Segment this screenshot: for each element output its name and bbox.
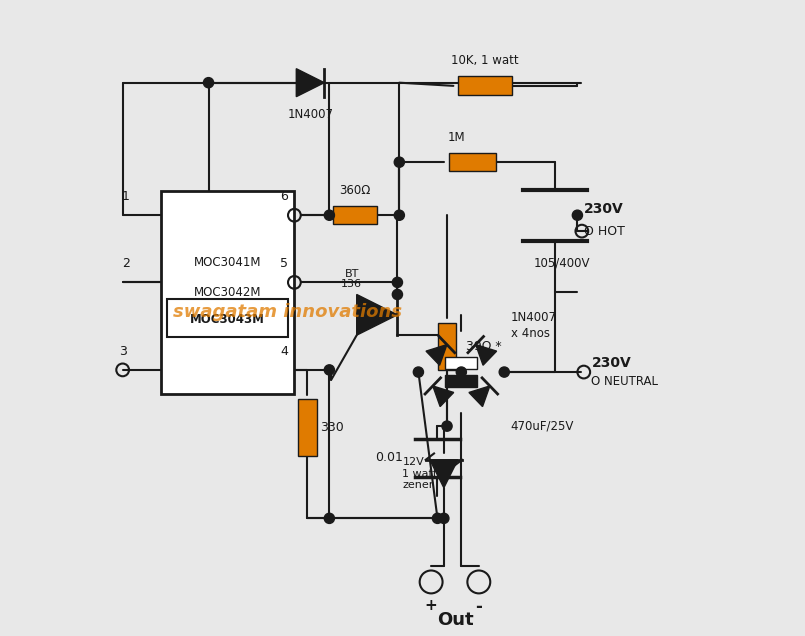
Text: 1N4007: 1N4007	[287, 108, 333, 121]
Circle shape	[392, 289, 402, 300]
Bar	[167, 299, 288, 337]
Text: 470uF/25V: 470uF/25V	[510, 420, 574, 432]
Text: O HOT: O HOT	[584, 225, 625, 238]
Text: MOC3042M: MOC3042M	[194, 286, 262, 299]
Text: 1N4007: 1N4007	[510, 312, 556, 324]
Text: swagatam innovations: swagatam innovations	[173, 303, 402, 321]
Polygon shape	[433, 386, 454, 406]
Text: 230V: 230V	[592, 356, 631, 370]
Circle shape	[499, 367, 510, 377]
Text: 10K, 1 watt: 10K, 1 watt	[452, 54, 519, 67]
Text: MOC3043M: MOC3043M	[190, 312, 265, 326]
Text: BT
136: BT 136	[341, 270, 362, 289]
Circle shape	[324, 365, 334, 375]
Bar	[298, 399, 316, 456]
Text: 2: 2	[122, 257, 130, 270]
Text: 330: 330	[320, 420, 344, 434]
Bar	[161, 191, 295, 394]
Polygon shape	[357, 294, 398, 335]
Bar	[445, 357, 477, 369]
Circle shape	[442, 421, 452, 431]
Text: 12V
1 watt
zener: 12V 1 watt zener	[402, 457, 438, 490]
Bar	[332, 206, 377, 224]
Text: 0.01: 0.01	[374, 452, 402, 464]
Text: 3: 3	[118, 345, 126, 359]
Circle shape	[394, 157, 404, 167]
Text: +: +	[425, 598, 437, 613]
Polygon shape	[469, 386, 490, 406]
Circle shape	[394, 210, 404, 220]
Bar	[458, 76, 512, 95]
Circle shape	[392, 277, 402, 287]
Circle shape	[432, 513, 443, 523]
Text: O NEUTRAL: O NEUTRAL	[592, 375, 658, 388]
Text: Out: Out	[436, 611, 473, 628]
Text: x 4nos: x 4nos	[510, 328, 550, 340]
Circle shape	[439, 513, 449, 523]
Polygon shape	[426, 345, 447, 365]
Text: 105/400V: 105/400V	[533, 256, 590, 270]
Circle shape	[324, 210, 334, 220]
Text: 230V: 230V	[584, 202, 624, 216]
Text: -: -	[476, 598, 482, 616]
Text: 1: 1	[122, 190, 130, 202]
Circle shape	[456, 367, 466, 377]
Bar	[438, 322, 456, 370]
Bar	[445, 375, 477, 387]
Text: 4: 4	[280, 345, 288, 359]
Text: 360Ω: 360Ω	[339, 184, 370, 197]
Polygon shape	[296, 69, 324, 97]
Text: 39Ω *: 39Ω *	[466, 340, 502, 353]
Circle shape	[204, 78, 213, 88]
Text: 1M: 1M	[448, 132, 465, 144]
Circle shape	[413, 367, 423, 377]
Text: 5: 5	[280, 257, 288, 270]
Bar	[448, 153, 497, 171]
Text: MOC3041M: MOC3041M	[194, 256, 262, 268]
Polygon shape	[476, 345, 497, 365]
Polygon shape	[430, 460, 458, 488]
Circle shape	[324, 513, 334, 523]
Circle shape	[572, 210, 583, 220]
Text: 6: 6	[280, 190, 288, 202]
